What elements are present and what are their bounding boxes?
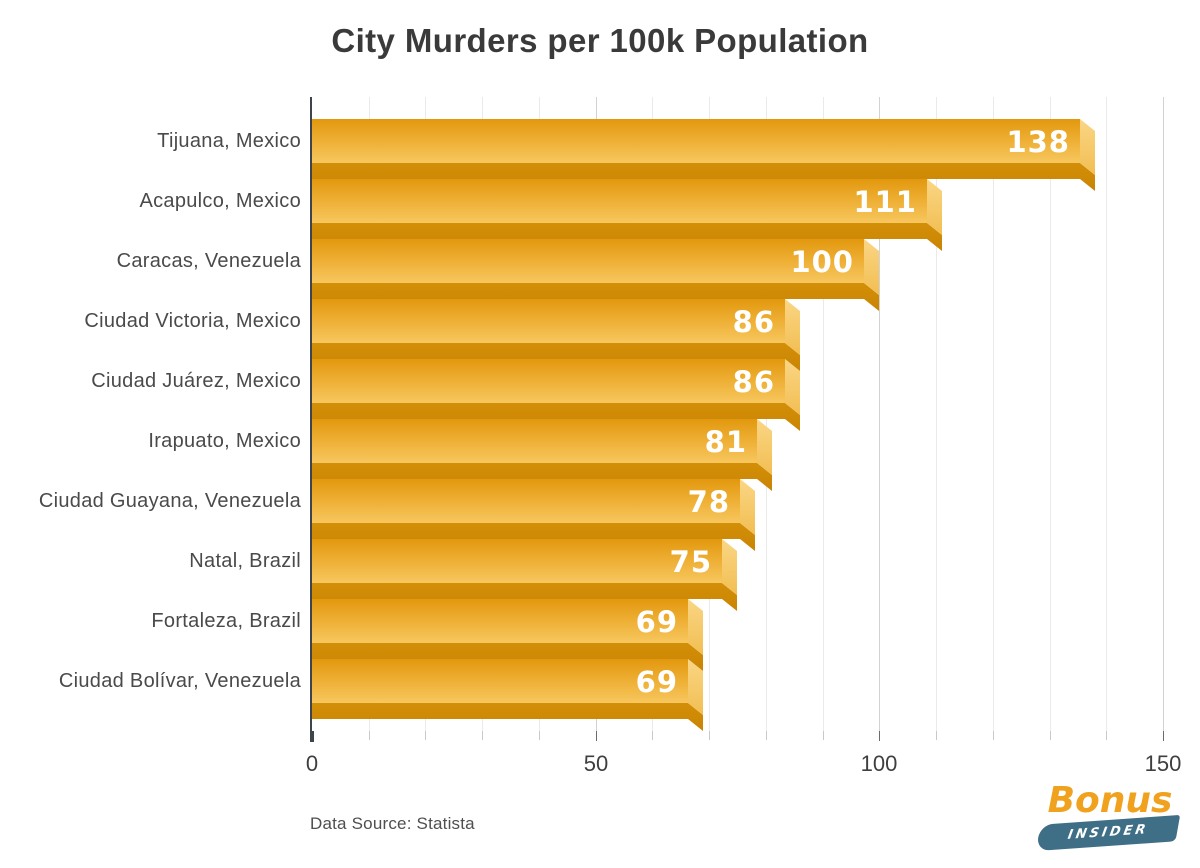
gridline-minor <box>936 97 937 731</box>
y-axis-line <box>310 97 312 742</box>
gridline-major <box>879 97 880 731</box>
bar-3d-shape <box>312 659 703 731</box>
gridline-major <box>1163 97 1164 731</box>
bar-value-label: 111 <box>853 185 917 219</box>
bar-3d-shape <box>312 539 737 611</box>
x-axis-tick <box>993 731 994 740</box>
x-axis-tick <box>1106 731 1107 740</box>
x-axis-tick <box>652 731 653 740</box>
category-label: Tijuana, Mexico <box>157 130 301 152</box>
bar-value-label: 86 <box>732 365 775 399</box>
bar-row: 138 <box>312 119 1096 193</box>
bar-3d-shape <box>312 599 703 671</box>
category-label: Ciudad Guayana, Venezuela <box>38 490 301 512</box>
x-axis-tick <box>823 731 824 740</box>
x-axis: 0 50 100 150 <box>306 731 1181 791</box>
x-axis-tick <box>425 731 426 740</box>
x-axis-tick <box>936 731 937 740</box>
x-axis-tick <box>1050 731 1051 740</box>
x-axis-tick <box>312 731 314 742</box>
bar-row: 100 <box>312 239 880 313</box>
x-axis-tick <box>709 731 710 740</box>
bar-value-label: 75 <box>669 545 712 579</box>
bar-3d-shape <box>312 239 879 311</box>
bar-row: 69 <box>312 599 704 673</box>
x-axis-tick <box>766 731 767 740</box>
x-tick-label: 0 <box>305 751 319 776</box>
bar-3d-shape <box>312 359 800 431</box>
bar-row: 111 <box>312 179 943 253</box>
gridline-minor <box>993 97 994 731</box>
x-axis-tick <box>369 731 370 740</box>
bar-3d-shape <box>312 419 772 491</box>
gridline-minor <box>823 97 824 731</box>
logo-brand: Bonus <box>1047 780 1173 821</box>
bar-value-label: 86 <box>732 305 775 339</box>
category-label: Irapuato, Mexico <box>148 430 301 452</box>
category-label: Ciudad Victoria, Mexico <box>84 310 301 332</box>
category-label: Caracas, Venezuela <box>116 250 301 272</box>
bar-row: 81 <box>312 419 773 493</box>
category-label: Fortaleza, Brazil <box>151 610 301 632</box>
bar-row: 86 <box>312 359 801 433</box>
bar-value-label: 100 <box>790 245 854 279</box>
bar-value-label: 69 <box>635 665 678 699</box>
x-axis-tick <box>596 731 597 741</box>
chart-plot-area: 138 111 100 86 86 81 78 75 69 69 <box>310 97 1172 742</box>
data-source: Data Source: Statista <box>310 814 475 833</box>
bar-value-label: 69 <box>635 605 678 639</box>
x-axis-tick <box>1163 731 1164 741</box>
bar-row: 86 <box>312 299 801 373</box>
x-tick-label: 100 <box>860 751 898 776</box>
page-title: City Murders per 100k Population <box>331 22 869 59</box>
bar-row: 75 <box>312 539 738 613</box>
bar-3d-shape <box>312 299 800 371</box>
bar-value-label: 78 <box>687 485 730 519</box>
bar-value-label: 138 <box>1006 125 1070 159</box>
bar-row: 69 <box>312 659 704 733</box>
gridline-minor <box>1106 97 1107 731</box>
bar-value-label: 81 <box>704 425 747 459</box>
bar-3d-shape <box>312 179 942 251</box>
x-axis-tick <box>879 731 880 741</box>
gridline-minor <box>1050 97 1051 731</box>
x-axis-tick <box>482 731 483 740</box>
bar-3d-shape <box>312 479 755 551</box>
bar-row: 78 <box>312 479 756 553</box>
category-label: Acapulco, Mexico <box>139 190 301 212</box>
x-axis-tick <box>539 731 540 740</box>
bonus-insider-logo: INSIDER Bonus <box>1030 780 1186 858</box>
x-tick-label: 50 <box>583 751 609 776</box>
bar-3d-shape <box>312 119 1095 191</box>
category-label: Ciudad Bolívar, Venezuela <box>58 670 301 692</box>
category-label: Ciudad Juárez, Mexico <box>91 370 301 392</box>
category-label: Natal, Brazil <box>189 550 301 572</box>
x-tick-label: 150 <box>1144 751 1182 776</box>
